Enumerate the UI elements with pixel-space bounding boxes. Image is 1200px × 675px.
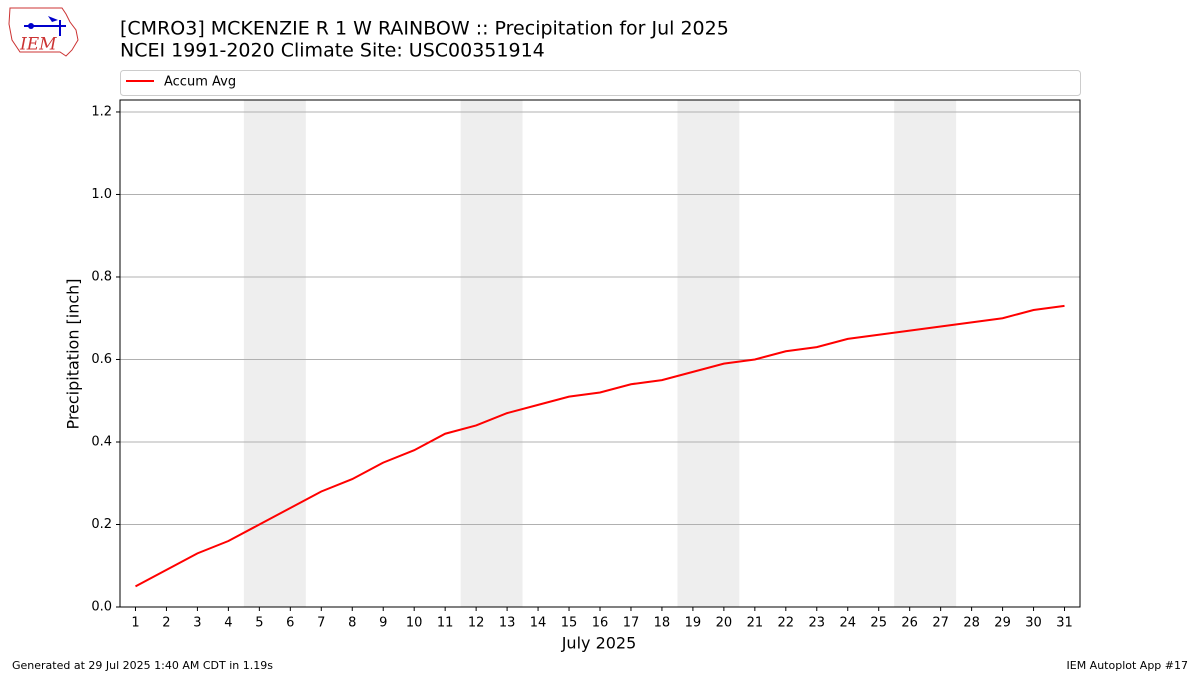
x-tick-label: 25 (870, 616, 887, 631)
y-tick-label: 0.4 (91, 434, 112, 449)
series-line (135, 304, 1065, 588)
y-tick-label: 1.2 (91, 104, 112, 119)
x-tick-label: 27 (932, 616, 949, 631)
y-tick-label: 0.0 (91, 600, 112, 615)
weekend-band (894, 100, 957, 607)
x-tick-label: 26 (901, 616, 918, 631)
x-tick-label: 7 (317, 616, 325, 631)
legend-box (120, 70, 1081, 96)
legend-label: Accum Avg (164, 75, 236, 90)
x-tick-label: 6 (286, 616, 294, 631)
y-axis-label: Precipitation [inch] (64, 278, 83, 429)
x-tick-label: 3 (193, 616, 201, 631)
x-tick-label: 16 (592, 616, 609, 631)
x-tick-label: 24 (839, 616, 856, 631)
y-tick-label: 1.0 (91, 187, 112, 202)
weekend-band (243, 100, 306, 607)
plot-frame (119, 99, 1081, 608)
x-tick-label: 10 (406, 616, 423, 631)
logo-text: IEM (19, 35, 57, 55)
x-tick-label: 2 (162, 616, 170, 631)
x-tick-label: 19 (685, 616, 702, 631)
x-tick-label: 15 (561, 616, 578, 631)
weekend-band (677, 100, 740, 607)
x-tick-label: 30 (1025, 616, 1042, 631)
x-tick-label: 28 (963, 616, 980, 631)
x-tick-label: 8 (348, 616, 356, 631)
footer-right: IEM Autoplot App #17 (1067, 659, 1189, 672)
weekend-band (460, 100, 523, 607)
x-tick-label: 20 (716, 616, 733, 631)
logo: IEM (8, 7, 79, 57)
x-tick-label: 29 (994, 616, 1011, 631)
x-tick-label: 9 (379, 616, 387, 631)
y-tick-label: 0.6 (91, 352, 112, 367)
x-tick-label: 4 (224, 616, 232, 631)
x-tick-label: 13 (499, 616, 516, 631)
x-tick-label: 23 (809, 616, 826, 631)
x-tick-label: 17 (623, 616, 640, 631)
footer-left: Generated at 29 Jul 2025 1:40 AM CDT in … (12, 659, 273, 672)
x-tick-label: 11 (437, 616, 454, 631)
x-tick-label: 5 (255, 616, 263, 631)
y-tick-label: 0.2 (91, 517, 112, 532)
x-tick-label: 1 (131, 616, 139, 631)
chart-subtitle: NCEI 1991-2020 Climate Site: USC00351914 (120, 40, 545, 62)
x-tick-label: 18 (654, 616, 671, 631)
x-tick-label: 21 (747, 616, 764, 631)
x-tick-label: 12 (468, 616, 485, 631)
x-tick-label: 22 (778, 616, 795, 631)
chart-title: [CMRO3] MCKENZIE R 1 W RAINBOW :: Precip… (120, 18, 729, 40)
x-axis-label: July 2025 (561, 634, 637, 653)
x-tick-label: 14 (530, 616, 547, 631)
x-tick-label: 31 (1056, 616, 1073, 631)
y-tick-label: 0.8 (91, 269, 112, 284)
